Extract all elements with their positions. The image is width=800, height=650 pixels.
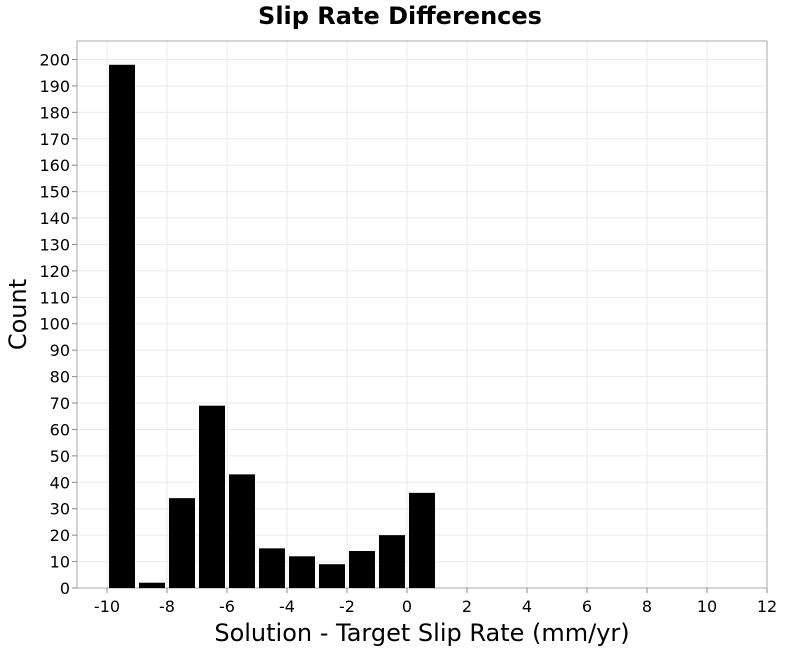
histogram-bar [319,564,345,588]
x-tick-label: -8 [159,597,175,616]
y-tick-label: 30 [50,500,70,519]
x-axis-ticks: -10 -8 -6 -4 -2 0 2 4 6 8 10 12 [94,588,777,616]
x-tick-label: -4 [279,597,295,616]
chart-title: Slip Rate Differences [258,2,542,30]
x-tick-label: -6 [219,597,235,616]
x-tick-label: 12 [757,597,777,616]
y-tick-label: 110 [39,288,70,307]
histogram-bar [169,498,195,588]
x-tick-label: 8 [642,597,652,616]
histogram-bar [229,474,255,588]
bars-group [109,64,435,589]
y-tick-label: 100 [39,315,70,334]
y-tick-label: 90 [50,341,70,360]
y-tick-label: 150 [39,183,70,202]
y-tick-label: 180 [39,103,70,122]
histogram-bar [379,535,405,588]
histogram-bar [139,582,165,588]
histogram-bar [409,492,435,588]
y-tick-label: 20 [50,526,70,545]
histogram-bar [259,548,285,588]
y-axis-ticks: 0 10 20 30 40 50 60 70 80 90 100 110 120 130 140 150 160… [39,50,77,598]
y-tick-label: 200 [39,50,70,69]
y-tick-label: 80 [50,368,70,387]
y-tick-label: 70 [50,394,70,413]
x-tick-label: 10 [697,597,717,616]
y-tick-label: 140 [39,209,70,228]
x-tick-label: 4 [522,597,532,616]
y-tick-label: 50 [50,447,70,466]
y-tick-label: 60 [50,420,70,439]
histogram-bar [109,64,135,589]
y-tick-label: 40 [50,473,70,492]
histogram-bar [199,405,225,588]
x-tick-label: 0 [402,597,412,616]
x-tick-label: -2 [339,597,355,616]
y-tick-label: 190 [39,77,70,96]
y-tick-label: 0 [60,579,70,598]
y-tick-label: 130 [39,235,70,254]
y-tick-label: 170 [39,130,70,149]
y-axis-label: Count [4,279,32,350]
y-tick-label: 120 [39,262,70,281]
y-tick-label: 160 [39,156,70,175]
x-axis-label: Solution - Target Slip Rate (mm/yr) [214,619,629,647]
x-tick-label: 2 [462,597,472,616]
histogram-bar [289,556,315,588]
x-tick-label: 6 [582,597,592,616]
y-tick-label: 10 [50,553,70,572]
histogram-bar [349,551,375,588]
x-tick-label: -10 [94,597,120,616]
